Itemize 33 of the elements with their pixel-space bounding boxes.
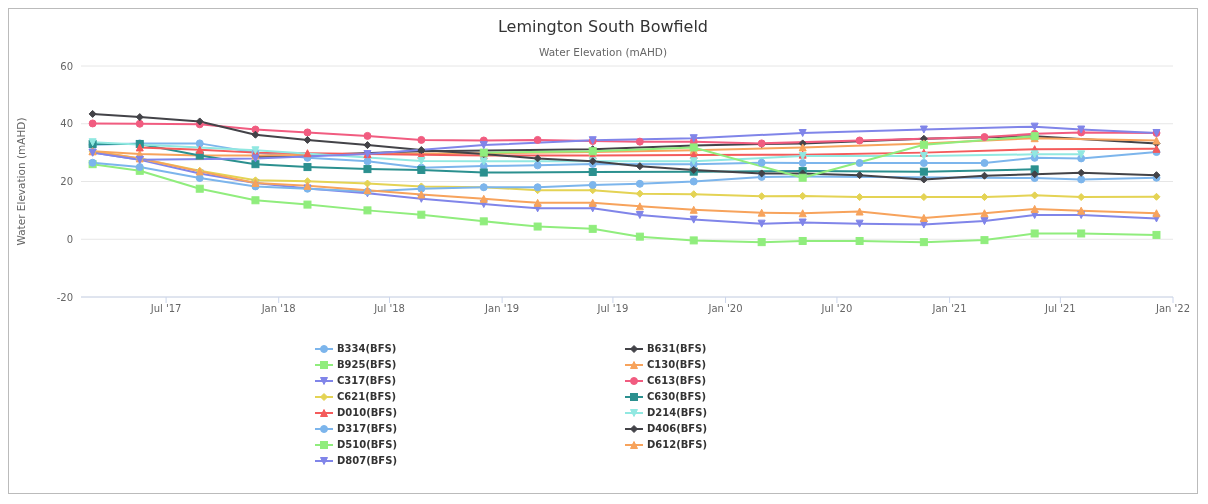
legend-label: C621(BFS) [337,390,397,404]
x-tick-label: Jan '22 [1154,303,1191,315]
x-tick-label: Jul '20 [820,303,853,315]
legend-label: C613(BFS) [647,374,707,388]
legend-label: D510(BFS) [337,438,397,452]
legend-label: D807(BFS) [337,454,397,468]
y-tick-label: 0 [66,233,73,245]
chart-title: Lemington South Bowfield [496,17,710,36]
legend-label: D214(BFS) [647,406,707,420]
legend-label: D612(BFS) [647,438,707,452]
legend-label: D406(BFS) [647,422,707,436]
y-tick-label: 60 [60,60,73,72]
y-axis-title: Water Elevation (mAHD) [14,117,27,246]
legend-label: B631(BFS) [647,342,707,356]
y-tick-label: 20 [60,176,73,188]
x-tick-label: Jul '17 [149,303,182,315]
x-tick-label: Jul '18 [373,303,405,315]
y-tick-label: 40 [60,118,73,130]
legend-label: D010(BFS) [337,406,397,420]
legend-label: D317(BFS) [337,422,397,436]
x-tick-label: Jan '20 [707,303,743,315]
x-tick-label: Jul '21 [1044,303,1076,315]
x-tick-label: Jan '18 [260,303,296,315]
legend-label: C130(BFS) [647,358,707,372]
legend-label: B925(BFS) [337,358,397,372]
x-tick-label: Jan '21 [931,303,967,315]
x-tick-label: Jan '19 [484,303,520,315]
x-tick-label: Jul '19 [596,303,629,315]
legend-label: B334(BFS) [337,342,397,356]
chart-subtitle: Water Elevation (mAHD) [537,46,669,58]
legend-label: C630(BFS) [647,390,707,404]
y-tick-label: -20 [56,291,73,303]
legend-label: C317(BFS) [337,374,397,388]
